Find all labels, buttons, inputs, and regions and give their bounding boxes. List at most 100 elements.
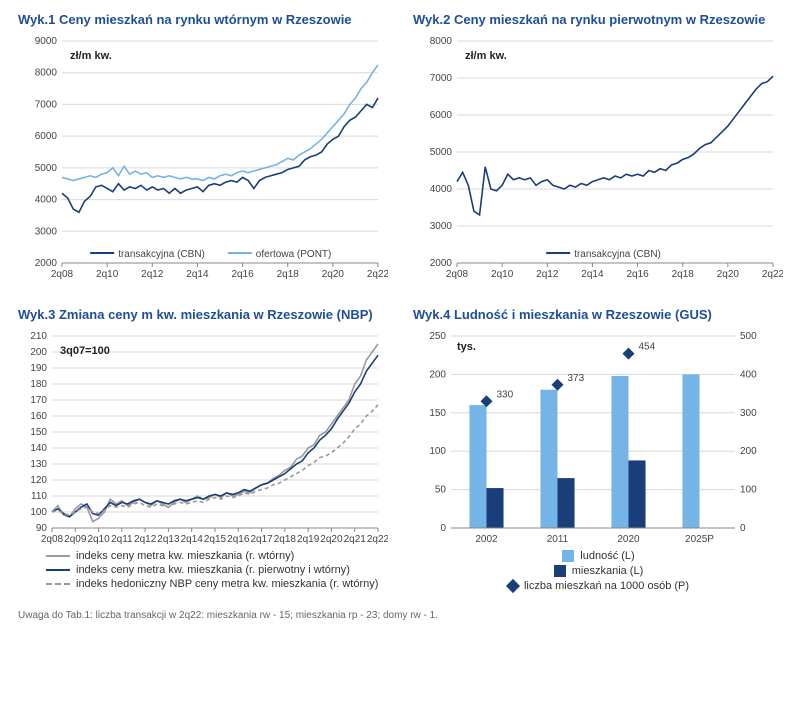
svg-text:3q07=100: 3q07=100 xyxy=(60,345,110,357)
svg-text:2q12: 2q12 xyxy=(536,269,559,280)
chart-3: 901001101201301401501601701801902002102q… xyxy=(18,328,389,590)
svg-text:330: 330 xyxy=(497,389,514,400)
svg-text:2q12: 2q12 xyxy=(141,269,164,280)
svg-text:400: 400 xyxy=(740,369,757,380)
svg-text:7000: 7000 xyxy=(430,73,453,84)
svg-text:4000: 4000 xyxy=(35,195,58,206)
svg-text:ofertowa (PONT): ofertowa (PONT) xyxy=(256,249,332,260)
svg-text:150: 150 xyxy=(429,408,446,419)
svg-text:2q22: 2q22 xyxy=(367,534,388,545)
svg-text:2q10: 2q10 xyxy=(491,269,514,280)
svg-text:454: 454 xyxy=(639,342,656,353)
chart-4: 0 50 100 150 200 250 0 100 200 300 400 500 2002 330 20… xyxy=(413,328,784,592)
svg-text:4000: 4000 xyxy=(430,184,453,195)
svg-text:2q19: 2q19 xyxy=(297,534,320,545)
svg-text:0: 0 xyxy=(740,523,746,534)
svg-text:50: 50 xyxy=(435,485,447,496)
legend-item: ludność (L) xyxy=(562,550,634,562)
legend-item: liczba mieszkań na 1000 osób (P) xyxy=(508,580,689,592)
svg-text:500: 500 xyxy=(740,331,757,342)
legend-item: indeks ceny metra kw. mieszkania (r. pie… xyxy=(46,564,350,576)
svg-text:2q10: 2q10 xyxy=(96,269,119,280)
svg-text:2q20: 2q20 xyxy=(322,269,345,280)
svg-text:2q22: 2q22 xyxy=(367,269,388,280)
svg-text:5000: 5000 xyxy=(430,147,453,158)
svg-text:150: 150 xyxy=(30,427,47,438)
legend-item: indeks ceny metra kw. mieszkania (r. wtó… xyxy=(46,550,294,562)
svg-text:2q08: 2q08 xyxy=(41,534,64,545)
svg-text:180: 180 xyxy=(30,379,47,390)
svg-text:3000: 3000 xyxy=(35,226,58,237)
svg-text:140: 140 xyxy=(30,443,47,454)
svg-text:2q12: 2q12 xyxy=(134,534,157,545)
legend-item: indeks hedoniczny NBP ceny metra kw. mie… xyxy=(46,578,378,590)
svg-text:2q20: 2q20 xyxy=(717,269,740,280)
chart-panel-3: Wyk.3 Zmiana ceny m kw. mieszkania w Rze… xyxy=(18,307,389,592)
svg-text:transakcyjna (CBN): transakcyjna (CBN) xyxy=(574,249,661,260)
svg-text:0: 0 xyxy=(440,523,446,534)
chart-title: Wyk.1 Ceny mieszkań na rynku wtórnym w R… xyxy=(18,12,389,27)
svg-text:160: 160 xyxy=(30,411,47,422)
svg-text:130: 130 xyxy=(30,459,47,470)
svg-text:zł/m kw.: zł/m kw. xyxy=(465,50,507,62)
svg-text:2q17: 2q17 xyxy=(250,534,273,545)
svg-text:100: 100 xyxy=(429,446,446,457)
svg-text:2000: 2000 xyxy=(430,258,453,269)
chart-title: Wyk.4 Ludność i mieszkania w Rzeszowie (… xyxy=(413,307,784,322)
svg-text:8000: 8000 xyxy=(35,68,58,79)
svg-text:100: 100 xyxy=(30,507,47,518)
chart-2: 2000 3000 4000 5000 6000 7000 8000 2q08 2q10 2q12… xyxy=(413,33,784,283)
svg-text:tys.: tys. xyxy=(457,341,476,353)
svg-text:120: 120 xyxy=(30,475,47,486)
svg-text:8000: 8000 xyxy=(430,36,453,47)
svg-text:2q08: 2q08 xyxy=(446,269,469,280)
svg-text:2q18: 2q18 xyxy=(274,534,297,545)
svg-text:2q08: 2q08 xyxy=(51,269,74,280)
svg-text:7000: 7000 xyxy=(35,99,58,110)
svg-text:2q22: 2q22 xyxy=(762,269,783,280)
svg-text:2q14: 2q14 xyxy=(186,269,209,280)
svg-text:2q18: 2q18 xyxy=(277,269,300,280)
svg-text:5000: 5000 xyxy=(35,163,58,174)
svg-text:2q10: 2q10 xyxy=(87,534,110,545)
chart-panel-2: Wyk.2 Ceny mieszkań na rynku pierwotnym … xyxy=(413,12,784,283)
svg-text:210: 210 xyxy=(30,331,47,342)
svg-text:9000: 9000 xyxy=(35,36,58,47)
svg-text:zł/m kw.: zł/m kw. xyxy=(70,50,112,62)
svg-text:200: 200 xyxy=(429,369,446,380)
svg-text:2000: 2000 xyxy=(35,258,58,269)
svg-text:110: 110 xyxy=(31,491,47,502)
svg-text:6000: 6000 xyxy=(430,110,453,121)
svg-text:2q16: 2q16 xyxy=(227,534,250,545)
svg-text:6000: 6000 xyxy=(35,131,58,142)
svg-text:2q14: 2q14 xyxy=(181,534,204,545)
svg-text:2020: 2020 xyxy=(617,534,640,545)
svg-text:2q15: 2q15 xyxy=(204,534,227,545)
svg-text:transakcyjna (CBN): transakcyjna (CBN) xyxy=(118,249,205,260)
svg-text:250: 250 xyxy=(429,331,446,342)
svg-text:2q16: 2q16 xyxy=(231,269,254,280)
svg-text:2q16: 2q16 xyxy=(626,269,649,280)
chart-panel-4: Wyk.4 Ludność i mieszkania w Rzeszowie (… xyxy=(413,307,784,592)
chart-title: Wyk.3 Zmiana ceny m kw. mieszkania w Rze… xyxy=(18,307,389,322)
svg-text:2q18: 2q18 xyxy=(672,269,695,280)
chart-panel-1: Wyk.1 Ceny mieszkań na rynku wtórnym w R… xyxy=(18,12,389,283)
svg-text:2025P: 2025P xyxy=(685,534,714,545)
svg-text:300: 300 xyxy=(740,408,757,419)
chart-title: Wyk.2 Ceny mieszkań na rynku pierwotnym … xyxy=(413,12,784,27)
svg-text:2002: 2002 xyxy=(475,534,498,545)
svg-text:2q13: 2q13 xyxy=(157,534,180,545)
svg-text:3000: 3000 xyxy=(430,221,453,232)
svg-text:2q11: 2q11 xyxy=(111,534,133,545)
svg-text:190: 190 xyxy=(30,363,47,374)
svg-text:200: 200 xyxy=(740,446,757,457)
svg-text:2011: 2011 xyxy=(547,534,569,545)
chart-1: 2000 3000 4000 5000 6000 7000 8000 9000 2q08 2q10… xyxy=(18,33,389,283)
svg-text:373: 373 xyxy=(568,373,585,384)
svg-text:170: 170 xyxy=(30,395,47,406)
svg-text:100: 100 xyxy=(740,485,757,496)
svg-text:2q21: 2q21 xyxy=(344,534,367,545)
legend-item: mieszkania (L) xyxy=(554,565,644,577)
svg-text:200: 200 xyxy=(30,347,47,358)
svg-text:2q20: 2q20 xyxy=(320,534,343,545)
